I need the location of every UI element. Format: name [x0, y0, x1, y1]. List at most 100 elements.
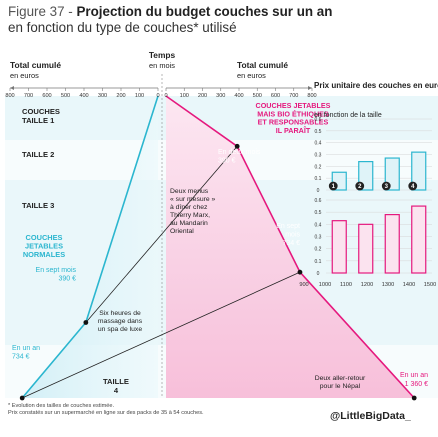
- left-axis-arrow: [10, 86, 14, 90]
- price-bar: [411, 205, 427, 274]
- point-bioYear: [411, 395, 417, 401]
- left-axis-unit: en euros: [10, 71, 39, 80]
- annotation-bio-year: En un an 1 360 €: [400, 372, 428, 388]
- point-nYear: [19, 395, 25, 401]
- time-axis-unit: en mois: [149, 61, 175, 70]
- brand-handle: @LittleBigData_: [330, 410, 411, 422]
- price-bar: [358, 223, 374, 274]
- point-nSept: [83, 320, 89, 325]
- chart-labels: COUCHES TAILLE 1 TAILLE 2 TAILLE 3 TAILLE 4 To…: [10, 50, 428, 395]
- left-tick-label: 100: [135, 93, 144, 99]
- bar-y-tick-label: 0.5: [315, 210, 322, 216]
- bar-category-label: 1: [332, 184, 336, 190]
- size-band-label: TAILLE 4: [103, 377, 129, 395]
- right-axis-title: Total cumulé: [237, 60, 288, 70]
- bar-category-badge: [355, 181, 365, 191]
- right-tick-label: 300: [216, 93, 225, 99]
- left-tick-label: 700: [24, 93, 33, 99]
- price-bar: [384, 214, 400, 274]
- bar-category-badge: [328, 181, 338, 191]
- left-tick-label: 600: [42, 93, 51, 99]
- right-lower-tick-label: 1400: [403, 282, 415, 288]
- left-axis-title: Total cumulé: [10, 60, 61, 70]
- annotation-norm-year: En un an 734 €: [12, 345, 40, 361]
- bar-category-label: 3: [385, 184, 389, 190]
- bar-y-tick-label: 0.4: [315, 141, 322, 147]
- normales-series-name: COUCHES JETABLES NORMALES: [23, 233, 65, 259]
- price-bar: [384, 157, 400, 191]
- right-axis-unit: en euros: [237, 71, 266, 80]
- left-tick-label: 0: [156, 93, 159, 99]
- bar-y-tick-label: 0.6: [315, 117, 322, 123]
- annotation-menus: Deux menus « sur mesure » à dîner chez Thie…: [170, 188, 216, 235]
- bar-y-tick-label: 0.1: [315, 259, 322, 265]
- axes: 800 700 600 500 400 300 200 100 0 0 100 200 300 400 50…: [5, 74, 436, 398]
- right-tick-label: 400: [234, 93, 243, 99]
- figure-title: Figure 37 - Projection du budget couches…: [8, 4, 433, 36]
- bio-curve: [165, 95, 415, 399]
- right-lower-tick-label: 1500: [424, 282, 436, 288]
- right-tick-label: 700: [289, 93, 298, 99]
- size-band-label: COUCHES TAILLE 1: [22, 107, 60, 125]
- figure-number: Figure 37 -: [8, 4, 73, 19]
- bar-y-tick-label: 0: [317, 271, 320, 277]
- bar-y-tick-label: 0.1: [315, 176, 322, 182]
- left-tick-label: 800: [5, 93, 14, 99]
- unit-price-chart: Prix unitaire des couches en euros en fon…: [314, 81, 438, 277]
- link-sept-year: [22, 271, 301, 399]
- annotation-bio-feb: En deux mois 390 €: [218, 149, 261, 165]
- figure-title-bold: Projection du budget couches sur un an: [76, 4, 333, 19]
- size-band-label: TAILLE 3: [22, 201, 54, 210]
- left-tick-label: 300: [98, 93, 107, 99]
- right-tick-label: 800: [307, 93, 316, 99]
- bio-area: [166, 96, 415, 398]
- left-tick-label: 400: [79, 93, 88, 99]
- bar-y-tick-label: 0.3: [315, 235, 322, 241]
- right-lower-tick-label: 1000: [319, 282, 331, 288]
- right-tick-label: 0: [164, 93, 167, 99]
- equivalence-lines: [19, 143, 417, 401]
- bar-category-badge: [408, 181, 418, 191]
- point-bioSept: [297, 269, 303, 275]
- right-tick-label: 100: [180, 93, 189, 99]
- link-feb-sept: [85, 146, 238, 323]
- bar-y-tick-label: 0: [317, 188, 320, 194]
- right-lower-tick-label: 900: [299, 282, 308, 288]
- annotation-nepal: Deux aller-retour pour le Népal: [315, 375, 366, 390]
- right-axis-arrow: [308, 86, 312, 90]
- bar-y-tick-label: 0.6: [315, 198, 322, 204]
- size-band-1: [5, 96, 438, 140]
- point-bioFeb: [234, 143, 240, 149]
- footnote: * Evolution des tailles de couches estim…: [8, 403, 204, 417]
- bar-category-label: 4: [411, 184, 415, 190]
- bar-chart-subtitle: en fonction de la taille: [314, 112, 382, 119]
- right-tick-label: 500: [253, 93, 262, 99]
- annotation-bio-sept: En sept mois 734 €: [276, 223, 300, 247]
- right-lower-tick-label: 1100: [340, 282, 352, 288]
- bar-y-tick-label: 0.5: [315, 129, 322, 135]
- left-tick-label: 500: [61, 93, 70, 99]
- right-lower-tick-label: 1200: [361, 282, 373, 288]
- bar-y-tick-label: 0.4: [315, 222, 322, 228]
- bar-category-badge: [381, 181, 391, 191]
- footnote-line-2: Prix constatés sur un supermarché en lig…: [8, 410, 204, 416]
- figure-title-line2: en fonction du type de couches* utilisé: [8, 20, 237, 35]
- bio-series-name: COUCHES JETABLES MAIS BIO ÉTHIQUES ET RESP…: [256, 101, 331, 135]
- footnote-line-1: * Evolution des tailles de couches estim…: [8, 403, 115, 409]
- normales-area: [22, 96, 159, 398]
- bar-category-label: 2: [358, 184, 362, 190]
- left-tick-label: 200: [116, 93, 125, 99]
- right-lower-tick-label: 1300: [382, 282, 394, 288]
- bar-y-tick-label: 0.2: [315, 247, 322, 253]
- annotation-massage: Six heures de massage dans un spa de luxe: [98, 310, 143, 333]
- bar-y-tick-label: 0.2: [315, 164, 322, 170]
- bar-chart-title: Prix unitaire des couches en euros: [314, 81, 438, 90]
- size-band-label: TAILLE 2: [22, 150, 54, 159]
- price-bar: [331, 220, 347, 274]
- annotation-norm-sept: En sept mois 390 €: [36, 267, 77, 283]
- right-tick-label: 600: [271, 93, 280, 99]
- price-bar: [411, 151, 427, 191]
- time-axis-title: Temps: [149, 50, 176, 60]
- right-tick-label: 200: [198, 93, 207, 99]
